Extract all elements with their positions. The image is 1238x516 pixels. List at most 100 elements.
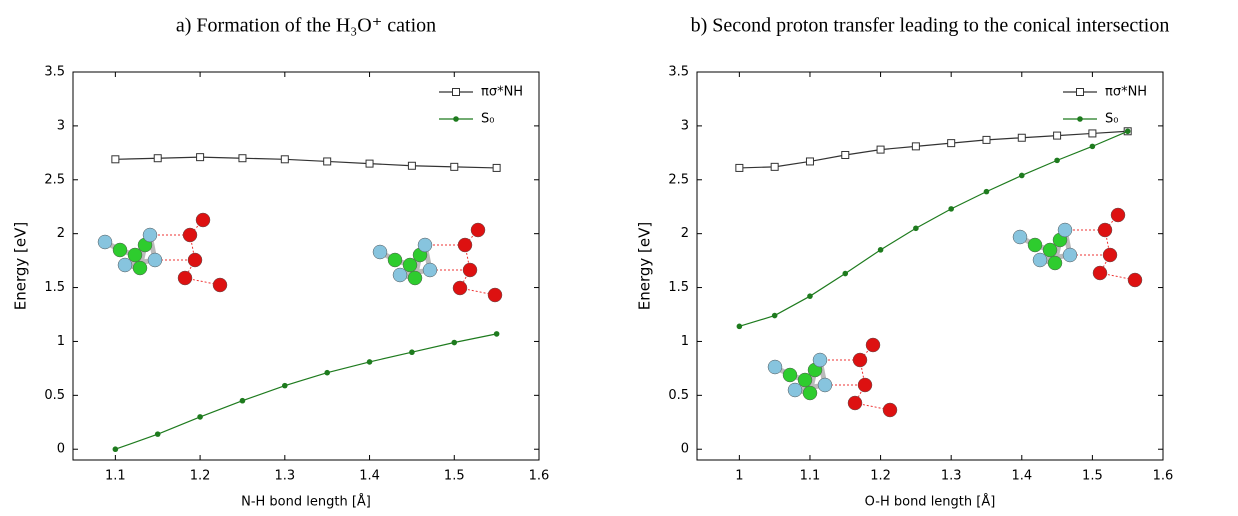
y-tick-label: 2.5 (668, 172, 689, 187)
atom (487, 287, 503, 303)
marker (876, 145, 885, 154)
marker (451, 339, 458, 346)
y-tick-label: 2.5 (44, 172, 65, 187)
marker (452, 88, 460, 96)
y-tick-label: 1.5 (668, 280, 689, 295)
marker (111, 155, 120, 164)
marker (1088, 129, 1097, 138)
marker (197, 414, 203, 420)
atom (1102, 247, 1118, 263)
atom (187, 252, 203, 268)
y-tick-label: 3 (681, 118, 689, 133)
atom (407, 270, 423, 286)
molecule (767, 337, 898, 418)
marker (736, 323, 743, 330)
marker (493, 331, 500, 337)
marker (1089, 143, 1096, 150)
atom (470, 222, 486, 238)
series-line (739, 130, 1128, 327)
marker (842, 270, 849, 277)
marker (323, 157, 332, 166)
atom (142, 227, 158, 243)
x-axis-label: N-H bond length [Å] (241, 494, 371, 510)
x-tick-label: 1.2 (190, 469, 211, 484)
atom (865, 337, 881, 353)
x-tick-label: 1.5 (1082, 469, 1103, 484)
y-tick-label: 0.5 (668, 388, 689, 403)
legend-label: πσ*NH (1105, 85, 1147, 100)
molecule (372, 222, 503, 303)
atom (387, 252, 403, 268)
x-tick-label: 1.6 (529, 469, 550, 484)
y-tick-label: 0.5 (44, 388, 65, 403)
x-tick-label: 1.3 (274, 469, 295, 484)
atom (1092, 265, 1108, 281)
marker (492, 163, 501, 172)
marker (280, 155, 289, 164)
marker (947, 139, 956, 148)
atom (1097, 222, 1113, 238)
marker (239, 397, 246, 404)
marker (1018, 172, 1025, 179)
marker (1017, 133, 1026, 142)
y-tick-label: 3.5 (44, 65, 65, 80)
y-tick-label: 0 (681, 442, 689, 457)
atom (817, 377, 833, 393)
x-tick-label: 1.1 (800, 469, 821, 484)
atom (857, 377, 873, 393)
marker (453, 116, 459, 122)
atom (127, 247, 143, 263)
y-tick-label: 3 (57, 118, 65, 133)
series-line (739, 130, 1128, 169)
marker (877, 247, 884, 253)
marker (365, 159, 374, 168)
marker (238, 154, 247, 163)
marker (807, 293, 813, 299)
atom (1057, 222, 1073, 238)
atom (462, 262, 478, 278)
y-tick-label: 2 (681, 226, 689, 241)
y-tick-label: 1 (57, 334, 65, 349)
atom (97, 234, 113, 250)
atom (782, 367, 798, 383)
x-tick-label: 1 (735, 469, 743, 484)
marker (983, 188, 990, 195)
atom (1047, 255, 1063, 271)
y-axis-label: Energy [eV] (636, 222, 654, 310)
atom (457, 237, 473, 253)
atom (112, 242, 128, 258)
atom (1027, 237, 1043, 253)
marker (913, 225, 919, 232)
atom (797, 372, 813, 388)
atom (767, 359, 783, 375)
marker (771, 312, 778, 319)
marker (911, 142, 920, 151)
atom (1032, 252, 1048, 268)
atom (1110, 207, 1126, 223)
molecule (1012, 207, 1143, 288)
atom (177, 270, 193, 286)
marker (112, 446, 119, 453)
marker (153, 154, 162, 163)
atom (212, 277, 228, 293)
y-tick-label: 3.5 (668, 65, 689, 80)
atom (847, 395, 863, 411)
atom (452, 280, 468, 296)
atom (372, 244, 388, 260)
atom (422, 262, 438, 278)
marker (1076, 88, 1084, 96)
marker (1124, 128, 1131, 135)
y-tick-label: 0 (57, 442, 65, 457)
marker (841, 150, 850, 159)
atom (182, 227, 198, 243)
y-tick-label: 2 (57, 226, 65, 241)
x-tick-label: 1.4 (359, 469, 380, 484)
x-tick-label: 1.1 (105, 469, 126, 484)
x-tick-label: 1.2 (870, 469, 891, 484)
atom (117, 257, 133, 273)
x-tick-label: 1.4 (1011, 469, 1032, 484)
atom (402, 257, 418, 273)
marker (196, 153, 205, 162)
marker (1054, 157, 1060, 164)
